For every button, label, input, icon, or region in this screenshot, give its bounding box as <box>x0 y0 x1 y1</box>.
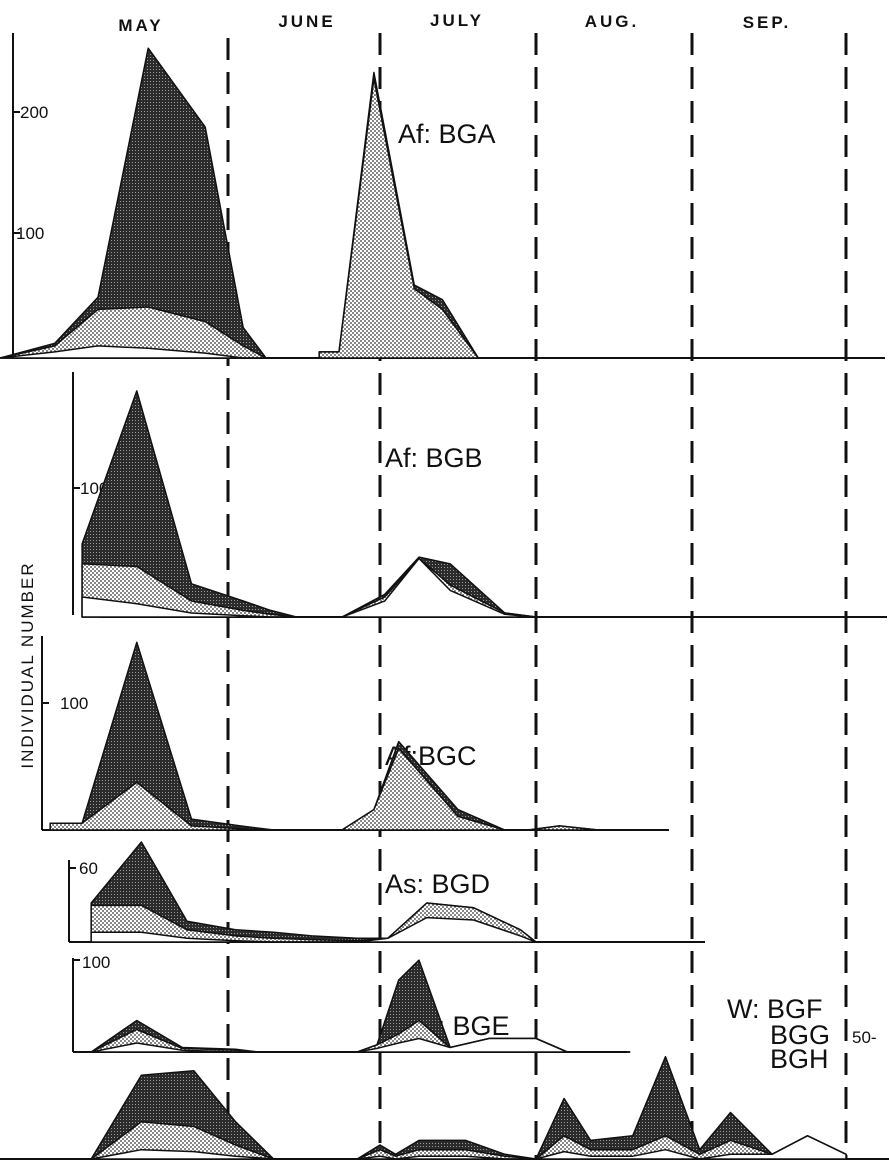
panel-w-title-line-2: BGG <box>770 1020 830 1050</box>
panel-bgf-bgg-bgh-series-3-area <box>90 1135 847 1160</box>
month-label-july: JULY <box>430 11 484 30</box>
panel-bga-series-3-area <box>0 345 267 359</box>
chart-marks <box>0 47 847 1160</box>
month-boundary-lines <box>226 33 848 1160</box>
panel-bga-tick-label-100: 100 <box>16 224 44 243</box>
panel-bge-tick-label-100: 100 <box>82 953 110 972</box>
panel-bgb-series-3-area <box>81 557 537 618</box>
panel-w-title-line-1: W: BGF <box>727 994 823 1024</box>
panel-bgc-series-2-area <box>49 747 631 831</box>
panel-bgd-tick-label-60: 60 <box>79 859 98 878</box>
panel-bgb: 100 Af: BGB <box>72 372 887 618</box>
panel-w-tick-value-50: 50 <box>852 1028 871 1047</box>
panel-bga-title: Af: BGA <box>398 119 496 149</box>
panel-bga-series-5-area <box>318 77 480 359</box>
month-label-may: MAY <box>118 16 163 35</box>
panel-bga-tick-label-200: 200 <box>20 103 48 122</box>
month-label-aug: AUG. <box>585 12 640 31</box>
month-label-june: JUNE <box>278 12 335 31</box>
panel-bga-series-1-area <box>0 47 267 359</box>
panel-bgb-title: Af: BGB <box>385 443 483 473</box>
month-header: MAY JUNE JULY AUG. SEP. <box>118 11 792 35</box>
panel-bge-series-3-area <box>90 1037 631 1053</box>
month-label-sep: SEP. <box>743 13 792 32</box>
panel-bgd-series-3-area <box>90 916 537 943</box>
panel-bgc-tick-label-100: 100 <box>60 694 88 713</box>
panel-w-tick-label-50: 50- <box>852 1028 877 1047</box>
panel-bge-series-1-area <box>90 959 631 1053</box>
panel-w-title-line-3: BGH <box>770 1044 829 1074</box>
panel-bga-series-2-area <box>0 306 267 359</box>
panel-bgd-title: As: BGD <box>385 869 490 899</box>
y-axis-label: INDIVIDUAL NUMBER <box>18 561 37 768</box>
